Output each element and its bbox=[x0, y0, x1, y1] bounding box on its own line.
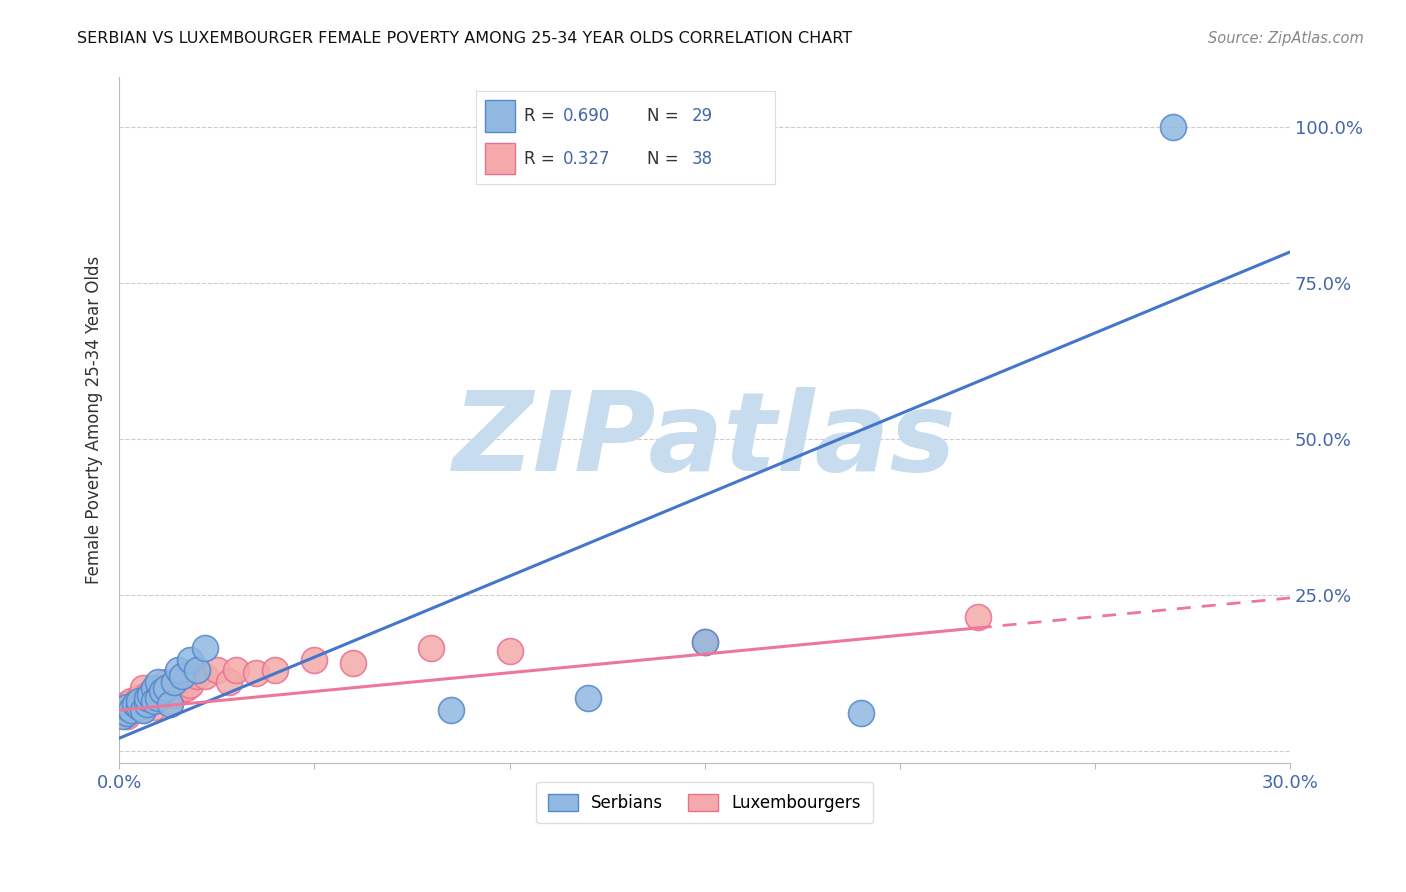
Point bbox=[124, 697, 146, 711]
Point bbox=[112, 700, 135, 714]
Point bbox=[148, 690, 170, 705]
Legend: Serbians, Luxembourgers: Serbians, Luxembourgers bbox=[536, 782, 873, 823]
Point bbox=[120, 694, 142, 708]
Point bbox=[128, 697, 150, 711]
Point bbox=[155, 675, 177, 690]
Point bbox=[498, 644, 520, 658]
Point bbox=[115, 700, 138, 714]
Point bbox=[148, 684, 170, 698]
Point bbox=[155, 681, 177, 696]
Text: Source: ZipAtlas.com: Source: ZipAtlas.com bbox=[1208, 31, 1364, 46]
Text: ZIPatlas: ZIPatlas bbox=[453, 387, 956, 494]
Point bbox=[150, 681, 173, 696]
Point bbox=[124, 700, 146, 714]
Point bbox=[128, 694, 150, 708]
Point bbox=[179, 653, 201, 667]
Point bbox=[194, 640, 217, 655]
Point bbox=[131, 703, 153, 717]
Point bbox=[245, 665, 267, 680]
Point bbox=[440, 703, 463, 717]
Point bbox=[342, 657, 364, 671]
Point bbox=[115, 697, 138, 711]
Point bbox=[849, 706, 872, 721]
Point bbox=[131, 681, 153, 696]
Point bbox=[693, 634, 716, 648]
Point bbox=[112, 709, 135, 723]
Point bbox=[143, 681, 166, 696]
Point bbox=[135, 690, 157, 705]
Point bbox=[128, 690, 150, 705]
Point bbox=[205, 663, 228, 677]
Point bbox=[148, 675, 170, 690]
Point bbox=[166, 684, 188, 698]
Point bbox=[135, 697, 157, 711]
Point bbox=[135, 697, 157, 711]
Point bbox=[420, 640, 443, 655]
Point bbox=[115, 709, 138, 723]
Point bbox=[170, 672, 193, 686]
Point bbox=[148, 690, 170, 705]
Point bbox=[264, 663, 287, 677]
Point bbox=[135, 688, 157, 702]
Point bbox=[1161, 120, 1184, 135]
Point bbox=[163, 675, 186, 690]
Point bbox=[128, 700, 150, 714]
Point bbox=[143, 700, 166, 714]
Point bbox=[186, 663, 208, 677]
Point bbox=[966, 609, 988, 624]
Point bbox=[218, 675, 240, 690]
Point bbox=[120, 703, 142, 717]
Point bbox=[139, 694, 162, 708]
Point bbox=[304, 653, 326, 667]
Point bbox=[159, 694, 181, 708]
Point bbox=[163, 688, 186, 702]
Point bbox=[139, 688, 162, 702]
Point bbox=[194, 669, 217, 683]
Point bbox=[159, 697, 181, 711]
Point bbox=[174, 681, 197, 696]
Point bbox=[693, 634, 716, 648]
Point bbox=[186, 669, 208, 683]
Point bbox=[112, 706, 135, 721]
Point bbox=[150, 684, 173, 698]
Point bbox=[143, 694, 166, 708]
Point bbox=[131, 703, 153, 717]
Point bbox=[576, 690, 599, 705]
Point bbox=[166, 663, 188, 677]
Point bbox=[170, 669, 193, 683]
Point bbox=[179, 678, 201, 692]
Y-axis label: Female Poverty Among 25-34 Year Olds: Female Poverty Among 25-34 Year Olds bbox=[86, 256, 103, 584]
Point bbox=[115, 706, 138, 721]
Text: SERBIAN VS LUXEMBOURGER FEMALE POVERTY AMONG 25-34 YEAR OLDS CORRELATION CHART: SERBIAN VS LUXEMBOURGER FEMALE POVERTY A… bbox=[77, 31, 852, 46]
Point bbox=[225, 663, 247, 677]
Point bbox=[120, 703, 142, 717]
